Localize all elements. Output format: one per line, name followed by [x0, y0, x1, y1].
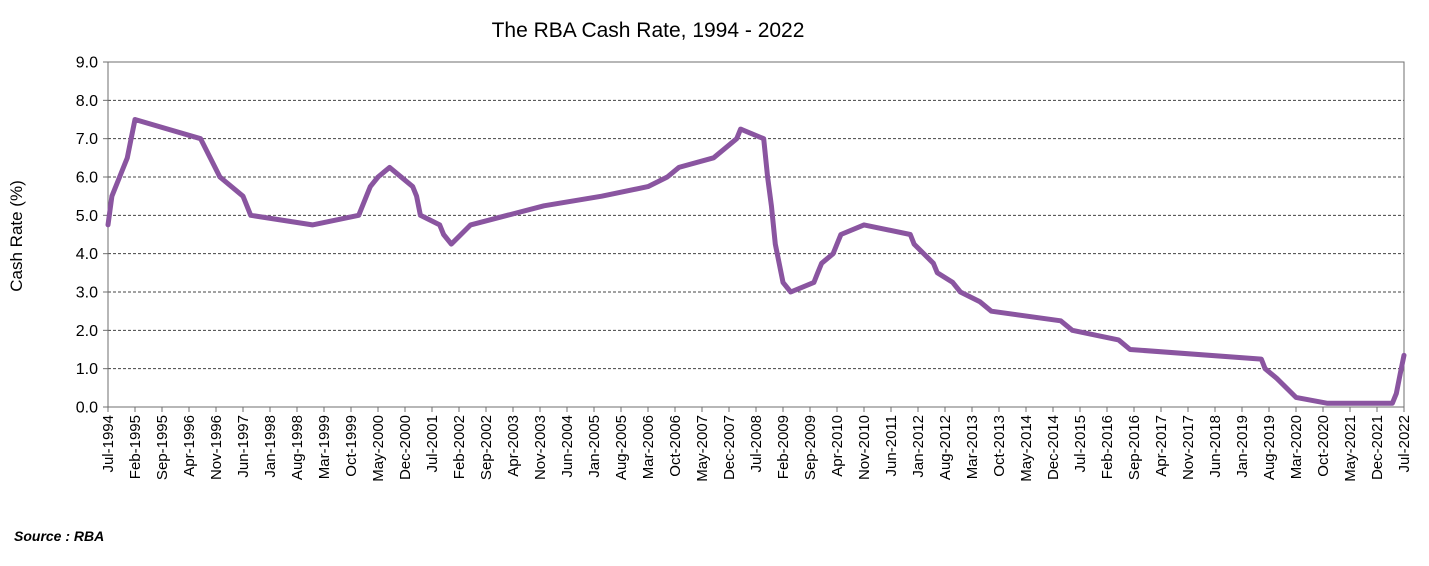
x-tick-label: Jun-1997	[235, 415, 252, 478]
x-tick-label: Nov-2010	[856, 415, 873, 480]
x-axis: Jul-1994 Feb-1995 Sep-1995 Apr-1996 Nov-1996…	[100, 407, 1413, 482]
y-tick-label: 5.0	[76, 208, 98, 225]
x-tick-label: Apr-2010	[829, 415, 846, 477]
chart-title: The RBA Cash Rate, 1994 - 2022	[492, 19, 805, 42]
x-tick-label: Feb-2016	[1099, 415, 1116, 479]
x-tick-label: Jul-2001	[424, 415, 441, 473]
gridlines	[108, 99, 1404, 370]
x-tick-label: Jan-2005	[586, 415, 603, 478]
x-tick-label: Aug-2019	[1261, 415, 1278, 480]
y-tick-label: 0.0	[76, 400, 98, 417]
y-tick-label: 4.0	[76, 246, 98, 263]
x-tick-label: Apr-2017	[1153, 415, 1170, 477]
x-tick-label: May-2000	[370, 415, 387, 482]
y-axis: 0.0 1.0 2.0 3.0 4.0 5.0 6.0 7.0 8.0 9.0	[76, 55, 108, 417]
x-tick-label: Dec-2021	[1369, 415, 1386, 480]
x-tick-label: Feb-2002	[451, 415, 468, 479]
x-tick-label: May-2014	[1018, 415, 1035, 482]
y-tick-label: 7.0	[76, 131, 98, 148]
x-tick-label: Aug-2005	[613, 415, 630, 480]
x-tick-label: Jul-2008	[748, 415, 765, 473]
x-tick-label: Sep-2009	[802, 415, 819, 480]
x-tick-label: Mar-2013	[964, 415, 981, 479]
y-axis-label: Cash Rate (%)	[7, 180, 26, 291]
x-tick-label: May-2007	[694, 415, 711, 482]
x-tick-label: Apr-1996	[181, 415, 198, 477]
x-tick-label: Sep-2016	[1126, 415, 1143, 480]
x-tick-label: Aug-2012	[937, 415, 954, 480]
x-tick-label: Sep-1995	[154, 415, 171, 480]
y-tick-label: 1.0	[76, 361, 98, 378]
x-tick-label: Oct-2020	[1315, 415, 1332, 477]
x-tick-label: Mar-2006	[640, 415, 657, 479]
x-tick-label: Dec-2000	[397, 415, 414, 480]
x-tick-label: Jun-2018	[1207, 415, 1224, 478]
x-tick-label: Aug-1998	[289, 415, 306, 480]
x-tick-label: Jun-2004	[559, 415, 576, 478]
x-tick-label: Jan-2019	[1234, 415, 1251, 478]
x-tick-label: Nov-2003	[532, 415, 549, 480]
x-tick-label: May-2021	[1342, 415, 1359, 482]
x-tick-label: Mar-2020	[1288, 415, 1305, 479]
x-tick-label: Jul-2022	[1396, 415, 1413, 473]
x-tick-label: Dec-2014	[1045, 415, 1062, 480]
y-tick-label: 9.0	[76, 55, 98, 72]
x-tick-label: Oct-2013	[991, 415, 1008, 477]
x-tick-label: Feb-1995	[127, 415, 144, 479]
x-tick-label: Feb-2009	[775, 415, 792, 479]
x-tick-label: Oct-2006	[667, 415, 684, 477]
x-tick-label: Jul-1994	[100, 415, 117, 473]
x-tick-label: Oct-1999	[343, 415, 360, 477]
x-tick-label: Jan-1998	[262, 415, 279, 478]
x-tick-label: Nov-2017	[1180, 415, 1197, 480]
x-tick-label: Mar-1999	[316, 415, 333, 479]
x-tick-label: Sep-2002	[478, 415, 495, 480]
x-tick-label: Jan-2012	[910, 415, 927, 478]
x-tick-label: Dec-2007	[721, 415, 738, 480]
cash-rate-line	[105, 117, 1407, 406]
source-note: Source : RBA	[14, 528, 105, 544]
x-tick-label: Nov-1996	[208, 415, 225, 480]
x-tick-label: Jun-2011	[883, 415, 900, 476]
y-tick-label: 2.0	[76, 323, 98, 340]
x-tick-label: Apr-2003	[505, 415, 522, 477]
y-tick-label: 8.0	[76, 93, 98, 110]
y-tick-label: 3.0	[76, 285, 98, 302]
y-tick-label: 6.0	[76, 170, 98, 187]
x-tick-label: Jul-2015	[1072, 415, 1089, 473]
